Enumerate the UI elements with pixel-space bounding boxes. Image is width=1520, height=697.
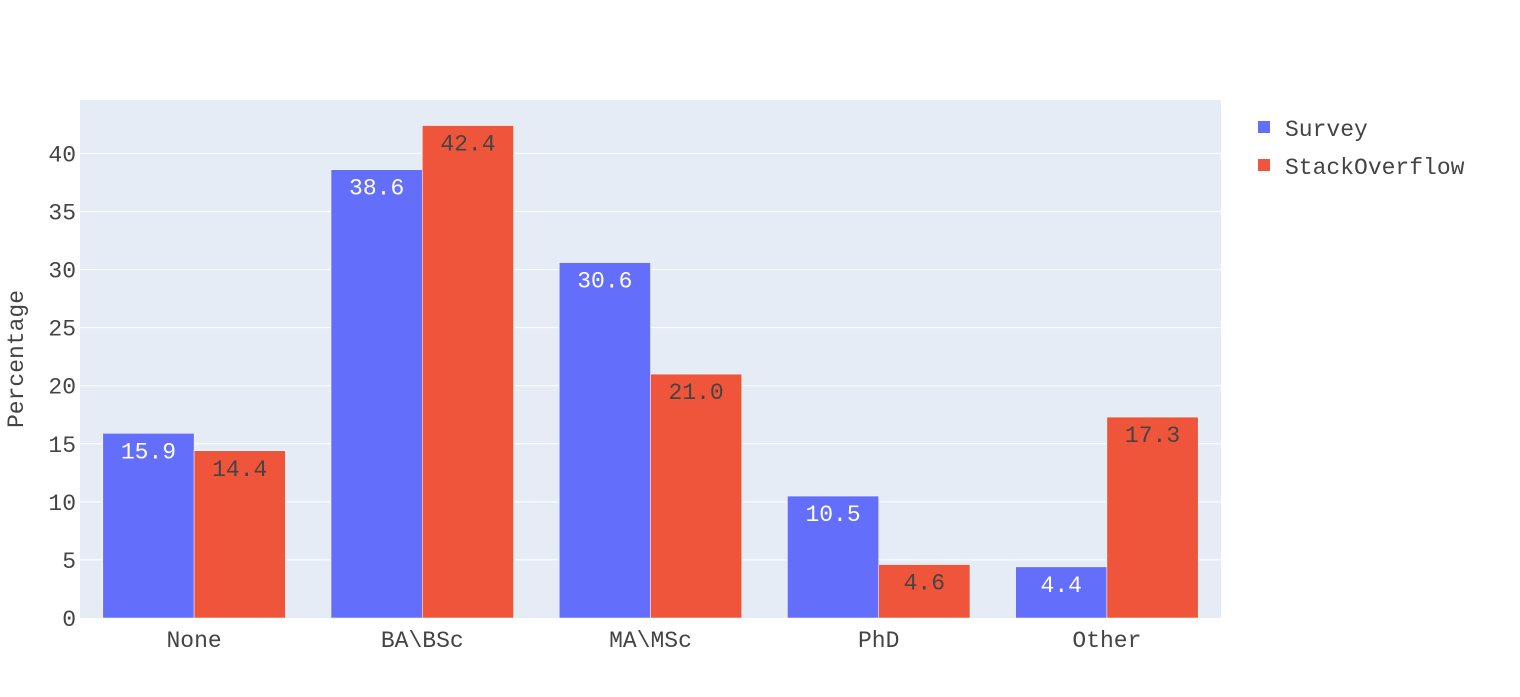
bar-data-label: 30.6: [577, 269, 632, 295]
legend-item-label[interactable]: Survey: [1285, 117, 1368, 143]
bar[interactable]: [330, 169, 423, 619]
x-axis-ticks: None BA\BSc MA\MSc PhD Other: [166, 628, 1141, 654]
y-tick-label: 0: [62, 607, 76, 633]
legend-item-label[interactable]: StackOverflow: [1285, 155, 1465, 181]
bar[interactable]: [1015, 566, 1108, 619]
legend[interactable]: Survey StackOverflow: [1258, 117, 1465, 181]
y-tick-label: 15: [48, 433, 76, 459]
bar[interactable]: [787, 495, 879, 619]
y-axis-title: Percentage: [4, 290, 30, 428]
bar[interactable]: [193, 450, 286, 619]
legend-swatch[interactable]: [1258, 121, 1270, 133]
bar[interactable]: [102, 433, 195, 619]
bar[interactable]: [650, 373, 743, 619]
x-tick-label: None: [166, 628, 221, 654]
y-tick-label: 25: [48, 317, 76, 343]
y-tick-label: 40: [48, 142, 76, 168]
y-tick-label: 10: [48, 491, 76, 517]
x-tick-label: Other: [1072, 628, 1141, 654]
bar-data-label: 14.4: [212, 457, 267, 483]
legend-swatch[interactable]: [1258, 159, 1270, 171]
bar-data-label: 4.4: [1041, 573, 1082, 599]
bar-data-label: 42.4: [440, 132, 495, 158]
bar-data-label: 15.9: [121, 439, 176, 465]
y-tick-label: 30: [48, 259, 76, 285]
bar-labels: 15.9 14.4 38.6 42.4 30.6 21.0 10.5 4.6 4.4 17.3: [121, 132, 1180, 599]
bar[interactable]: [422, 125, 514, 619]
bar-data-label: 4.6: [904, 571, 945, 597]
bar-data-label: 10.5: [805, 502, 860, 528]
y-tick-label: 5: [62, 549, 76, 575]
bar-data-label: 17.3: [1125, 423, 1180, 449]
bar[interactable]: [558, 262, 651, 619]
bar-data-label: 38.6: [349, 176, 404, 202]
x-tick-label: MA\MSc: [609, 628, 692, 654]
bar-data-label: 21.0: [669, 380, 724, 406]
y-tick-label: 35: [48, 200, 76, 226]
x-tick-label: PhD: [858, 628, 899, 654]
y-tick-label: 20: [48, 375, 76, 401]
bar[interactable]: [1106, 416, 1199, 619]
bars: [102, 125, 1199, 619]
bar[interactable]: [878, 564, 971, 619]
y-axis-ticks: 0 5 10 15 20 25 30 35 40: [48, 142, 76, 633]
x-tick-label: BA\BSc: [381, 628, 464, 654]
